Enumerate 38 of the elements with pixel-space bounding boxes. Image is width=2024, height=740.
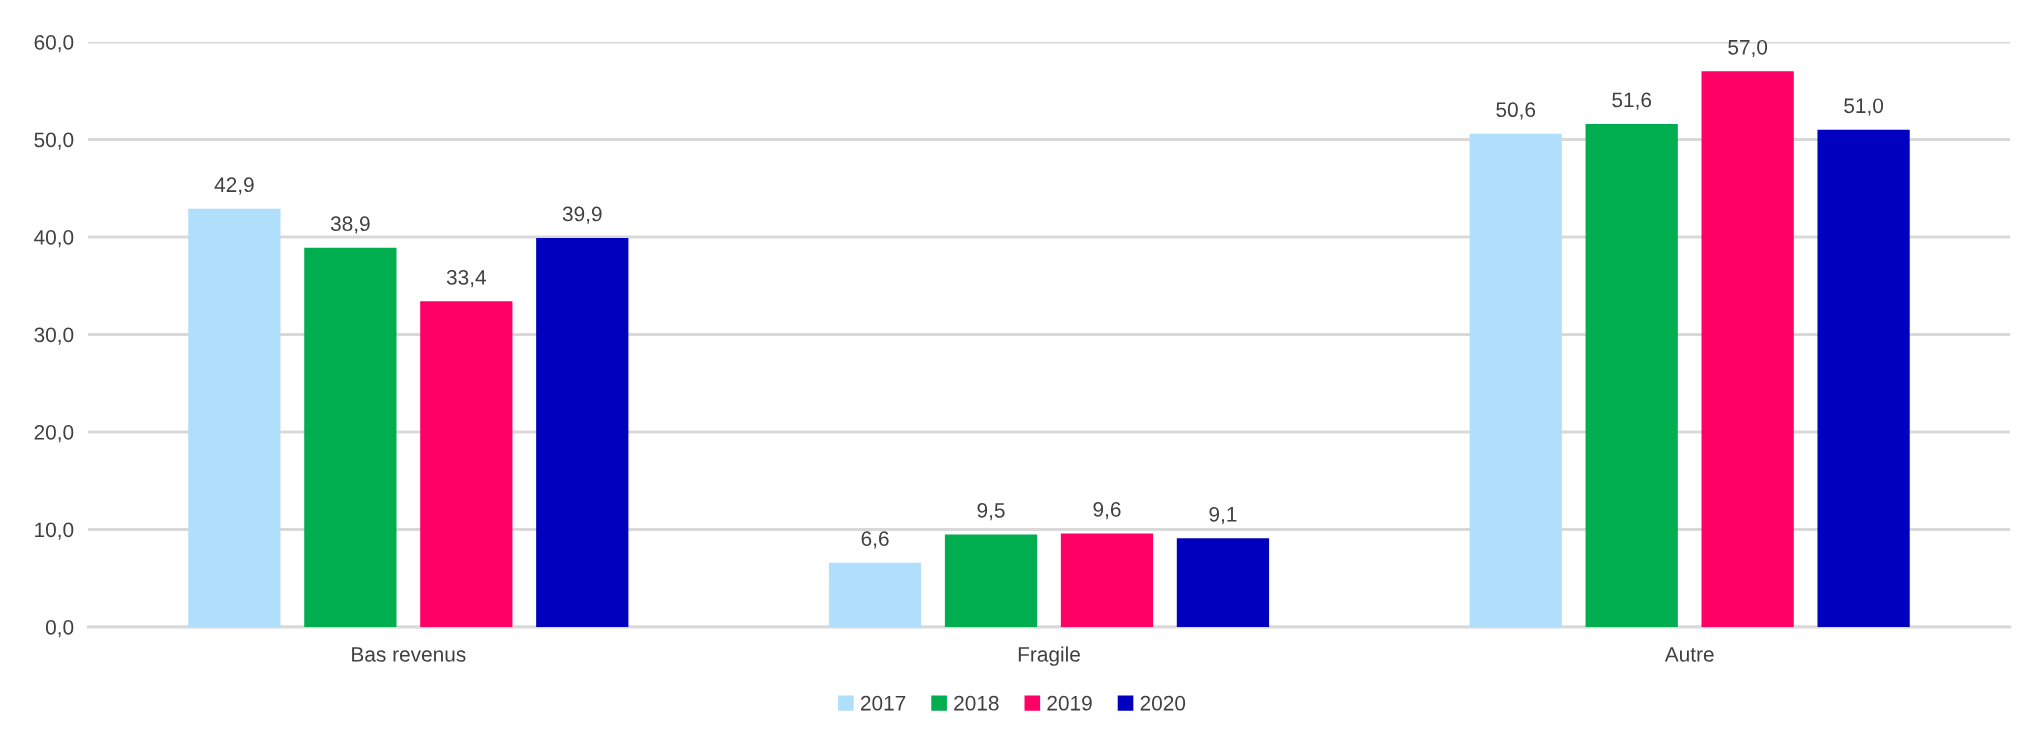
data-label: 39,9 xyxy=(562,206,602,224)
data-label: 51,6 xyxy=(1612,92,1652,110)
y-tick-label: 50,0 xyxy=(34,132,74,150)
bar xyxy=(1176,538,1270,627)
bar xyxy=(828,562,922,627)
x-tick-label: Fragile xyxy=(1018,646,1080,666)
legend-label: 2019 xyxy=(1047,695,1092,711)
y-tick-label: 60,0 xyxy=(34,35,74,53)
x-tick-label: Bas revenus xyxy=(352,647,466,662)
y-tick-label: 40,0 xyxy=(34,230,74,248)
bar xyxy=(1817,129,1910,627)
data-label: 6,6 xyxy=(861,531,889,549)
data-label: 57,0 xyxy=(1728,39,1768,58)
bar xyxy=(1469,133,1562,627)
data-label: 9,1 xyxy=(1209,506,1237,525)
x-tick-label: Autre xyxy=(1664,647,1714,662)
data-label: 50,6 xyxy=(1496,102,1536,120)
bar xyxy=(1701,71,1794,627)
data-label: 38,9 xyxy=(330,216,370,234)
y-tick-label: 20,0 xyxy=(34,425,74,443)
legend-label: 2017 xyxy=(860,695,906,711)
bar xyxy=(1060,533,1154,627)
legend-label: 2018 xyxy=(954,695,999,711)
y-tick-label: 0,0 xyxy=(45,620,74,638)
bar xyxy=(420,301,513,627)
bar xyxy=(304,247,397,627)
bar xyxy=(1585,123,1678,627)
bar xyxy=(536,237,629,627)
data-label: 33,4 xyxy=(446,269,486,288)
bar xyxy=(944,534,1038,627)
data-label: 9,6 xyxy=(1093,502,1121,520)
y-tick-label: 10,0 xyxy=(35,522,74,540)
y-tick-label: 30,0 xyxy=(34,327,74,345)
data-label: 9,5 xyxy=(977,503,1005,521)
bar xyxy=(188,208,281,627)
data-label: 51,0 xyxy=(1844,98,1884,116)
legend-label: 2020 xyxy=(1140,695,1186,711)
data-label: 42,9 xyxy=(214,177,254,195)
